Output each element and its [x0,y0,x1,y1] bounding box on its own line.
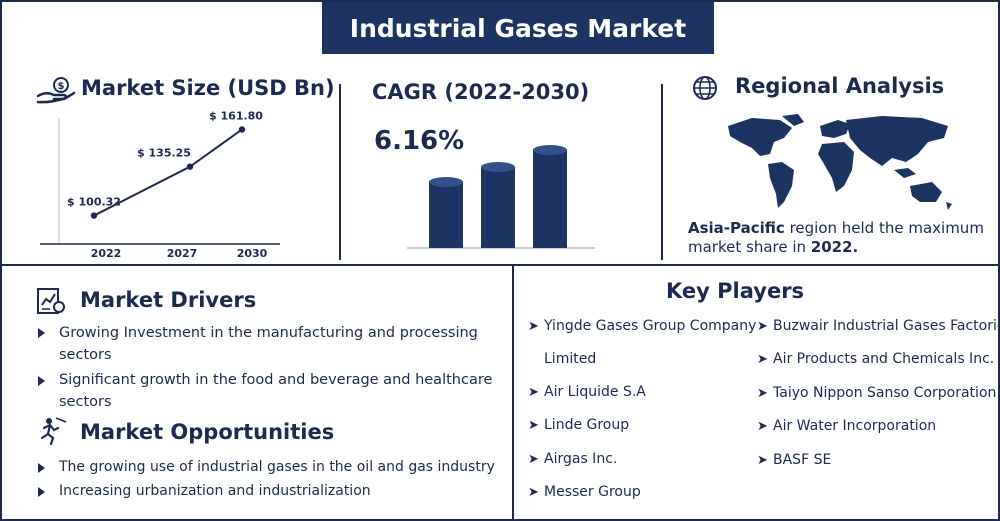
chevron-right-icon: ➤ [757,386,768,401]
key-player-item: Yingde Gases Group Company [544,318,757,334]
opportunity-item: The growing use of industrial gases in t… [59,459,495,475]
money-hand-icon: $ [36,77,76,104]
chevron-right-icon: ➤ [757,319,768,334]
regional-text: Asia-Pacific region held the maximum mar… [688,219,988,257]
divider-3 [512,266,514,519]
page-title: Industrial Gases Market [322,2,714,54]
data-point [186,163,194,170]
bullet-icon [38,463,45,473]
cylinder-bars [407,145,595,249]
key-player-item: Buzwair Industrial Gases Factories [773,318,1000,334]
x-tick-label: 2030 [237,247,268,260]
chevron-right-icon: ➤ [528,485,539,500]
report-chart-icon [37,288,65,314]
regional-heading: Regional Analysis [735,74,945,98]
regional-highlight: Asia-Pacific [688,219,785,237]
divider-1 [339,84,341,260]
cylinder-2 [481,162,515,248]
world-map-icon [728,114,952,210]
data-label: $ 135.25 [137,147,191,160]
svg-text:$: $ [58,81,65,92]
x-tick-label: 2022 [91,247,122,260]
data-point [90,212,98,219]
bullet-icon [38,376,45,386]
chevron-right-icon: ➤ [528,452,539,467]
chevron-right-icon: ➤ [757,453,768,468]
cylinder-3 [533,145,567,248]
key-player-item: Air Products and Chemicals Inc. [773,351,995,367]
chevron-right-icon: ➤ [528,418,539,433]
data-label: $ 100.32 [67,196,121,209]
key-player-item: Linde Group [544,417,630,433]
chevron-right-icon: ➤ [528,385,539,400]
data-point [238,126,246,133]
data-label: $ 161.80 [209,110,263,122]
runner-target-icon [40,417,67,446]
key-player-item: Air Water Incorporation [773,418,937,434]
driver-item: Growing Investment in the manufacturing … [59,325,478,363]
bullet-icon [38,487,45,497]
key-player-item: BASF SE [773,452,832,468]
opportunities-heading: Market Opportunities [80,420,335,444]
chevron-right-icon: ➤ [757,352,768,367]
x-tick-label: 2027 [167,247,198,260]
key-player-item: Messer Group [544,484,641,500]
driver-item: Significant growth in the food and bever… [59,372,493,410]
cagr-value: 6.16% [374,126,465,156]
divider-2 [661,84,663,260]
key-player-item: Limited [544,351,597,367]
horizontal-divider [2,264,998,266]
key-players-heading: Key Players [666,279,805,303]
regional-sentence: region held the maximum market share in [688,219,984,256]
key-player-item: Airgas Inc. [544,451,618,467]
chevron-right-icon: ➤ [757,419,768,434]
opportunity-item: Increasing urbanization and industrializ… [59,483,371,499]
globe-icon [693,76,717,100]
key-player-item: Air Liquide S.A [544,384,646,400]
cylinder-1 [429,177,463,248]
bullet-icon [38,328,45,338]
regional-year: 2022. [810,238,859,256]
key-player-item: Taiyo Nippon Sanso Corporation [773,385,997,401]
chevron-right-icon: ➤ [528,319,539,334]
market-size-heading: Market Size (USD Bn) [81,76,335,100]
cagr-heading: CAGR (2022-2030) [372,80,590,104]
market-size-chart: $ 100.32 2022 $ 135.25 2027 $ 161.80 2030 [40,110,280,260]
drivers-heading: Market Drivers [80,288,257,312]
